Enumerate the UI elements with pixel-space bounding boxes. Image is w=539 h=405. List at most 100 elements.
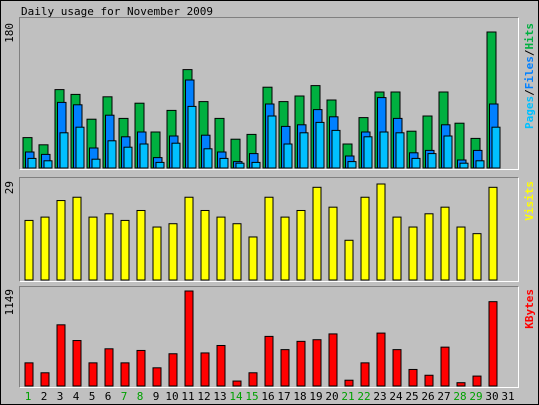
visits-bar-day-9 — [152, 226, 162, 281]
kbytes-bar-day-16 — [264, 335, 274, 387]
visits-bar-day-14 — [232, 223, 242, 281]
day-label-16: 16 — [261, 390, 274, 403]
pages-bar-day-7 — [123, 146, 133, 169]
kbytes-bar-day-19 — [312, 339, 322, 387]
visits-bar-day-10 — [168, 223, 178, 281]
day-label-12: 12 — [197, 390, 210, 403]
kbytes-ymax-label: 1149 — [3, 289, 16, 316]
day-label-25: 25 — [405, 390, 418, 403]
kbytes-bar-day-4 — [72, 340, 82, 387]
hits-series-label: Pages/Files/Hits — [523, 23, 536, 129]
hits-files-pages-plot — [22, 31, 501, 169]
visits-bar-day-2 — [40, 216, 50, 281]
kbytes-bar-day-24 — [392, 349, 402, 387]
visits-bar-day-27 — [440, 206, 450, 281]
day-label-17: 17 — [277, 390, 290, 403]
day-label-23: 23 — [373, 390, 386, 403]
day-label-11: 11 — [181, 390, 194, 403]
kbytes-bar-day-13 — [216, 344, 226, 387]
day-label-22: 22 — [357, 390, 370, 403]
pages-bar-day-23 — [379, 131, 389, 169]
pages-bar-day-17 — [283, 143, 293, 169]
kbytes-bar-day-23 — [376, 332, 386, 387]
day-label-4: 4 — [73, 390, 80, 403]
day-label-18: 18 — [293, 390, 306, 403]
kbytes-bar-day-18 — [296, 340, 306, 387]
visits-ymax-label: 29 — [3, 181, 16, 195]
kbytes-bar-day-3 — [56, 324, 66, 387]
visits-bar-day-7 — [120, 219, 130, 281]
kbytes-bar-day-25 — [408, 368, 418, 387]
pages-bar-day-15 — [251, 161, 261, 169]
day-label-19: 19 — [309, 390, 322, 403]
kbytes-bar-day-8 — [136, 349, 146, 387]
kbytes-bar-day-30 — [488, 301, 498, 387]
day-label-8: 8 — [137, 390, 144, 403]
visits-bar-day-24 — [392, 216, 402, 281]
day-label-15: 15 — [245, 390, 258, 403]
kbytes-bar-day-26 — [424, 374, 434, 387]
sep1-label: / — [523, 89, 536, 96]
pages-bar-day-24 — [395, 132, 405, 169]
visits-bar-day-28 — [456, 226, 466, 281]
pages-bar-day-4 — [75, 126, 85, 169]
day-axis: 1 2 3 4 5 6 7 8 9 10 11 12 13 14 15 16 17 18 19 20 21 22 23 24 2… — [25, 390, 515, 403]
day-label-28: 28 — [453, 390, 466, 403]
visits-bar-day-11 — [184, 196, 194, 281]
kbytes-bar-day-15 — [248, 372, 258, 387]
pages-bar-day-21 — [347, 161, 357, 169]
visits-bar-day-6 — [104, 213, 114, 281]
visits-bar-day-30 — [488, 186, 498, 281]
day-label-31: 31 — [501, 390, 514, 403]
visits-bar-day-4 — [72, 196, 82, 281]
visits-bar-day-22 — [360, 196, 370, 281]
pages-bar-day-2 — [43, 160, 53, 169]
kbytes-bar-day-22 — [360, 362, 370, 387]
visits-bar-day-21 — [344, 239, 354, 281]
visits-bar-day-18 — [296, 209, 306, 281]
day-label-13: 13 — [213, 390, 226, 403]
kbytes-bar-day-12 — [200, 352, 210, 387]
kbytes-bar-day-20 — [328, 333, 338, 387]
pages-bar-day-25 — [411, 157, 421, 169]
day-label-3: 3 — [57, 390, 64, 403]
kbytes-bar-day-21 — [344, 379, 354, 387]
day-label-27: 27 — [437, 390, 450, 403]
kbytes-bar-day-14 — [232, 380, 242, 387]
day-label-30: 30 — [485, 390, 498, 403]
visits-bar-day-15 — [248, 236, 258, 281]
day-label-5: 5 — [89, 390, 96, 403]
hits-files-pages-panel — [19, 17, 519, 170]
day-label-29: 29 — [469, 390, 482, 403]
visits-panel — [19, 177, 519, 282]
pages-bar-day-30 — [491, 126, 501, 169]
pages-bar-day-6 — [107, 140, 117, 169]
visits-plot — [24, 183, 498, 281]
visits-bar-day-13 — [216, 216, 226, 281]
day-label-9: 9 — [153, 390, 160, 403]
day-label-7: 7 — [121, 390, 128, 403]
visits-bar-day-29 — [472, 233, 482, 281]
kbytes-series-label: KBytes — [523, 289, 536, 329]
kbytes-bar-day-9 — [152, 367, 162, 387]
pages-bar-day-20 — [331, 129, 341, 169]
visits-bar-day-1 — [24, 219, 34, 281]
kbytes-bar-day-7 — [120, 362, 130, 387]
kbytes-bar-day-17 — [280, 349, 290, 387]
kbytes-bar-day-6 — [104, 348, 114, 387]
pages-bar-day-10 — [171, 142, 181, 169]
day-label-2: 2 — [41, 390, 48, 403]
kbytes-bar-day-2 — [40, 372, 50, 387]
sep2-label: / — [523, 49, 536, 57]
pages-bar-day-1 — [27, 157, 37, 169]
chart-title: Daily usage for November 2009 — [21, 5, 214, 18]
day-label-24: 24 — [389, 390, 403, 403]
kbytes-bar-day-27 — [440, 346, 450, 387]
pages-bar-day-22 — [363, 136, 373, 169]
day-label-10: 10 — [165, 390, 178, 403]
visits-bar-day-25 — [408, 226, 418, 281]
day-label-14: 14 — [229, 390, 243, 403]
pages-bar-day-26 — [427, 153, 437, 169]
hits-ymax-label: 180 — [3, 23, 16, 43]
